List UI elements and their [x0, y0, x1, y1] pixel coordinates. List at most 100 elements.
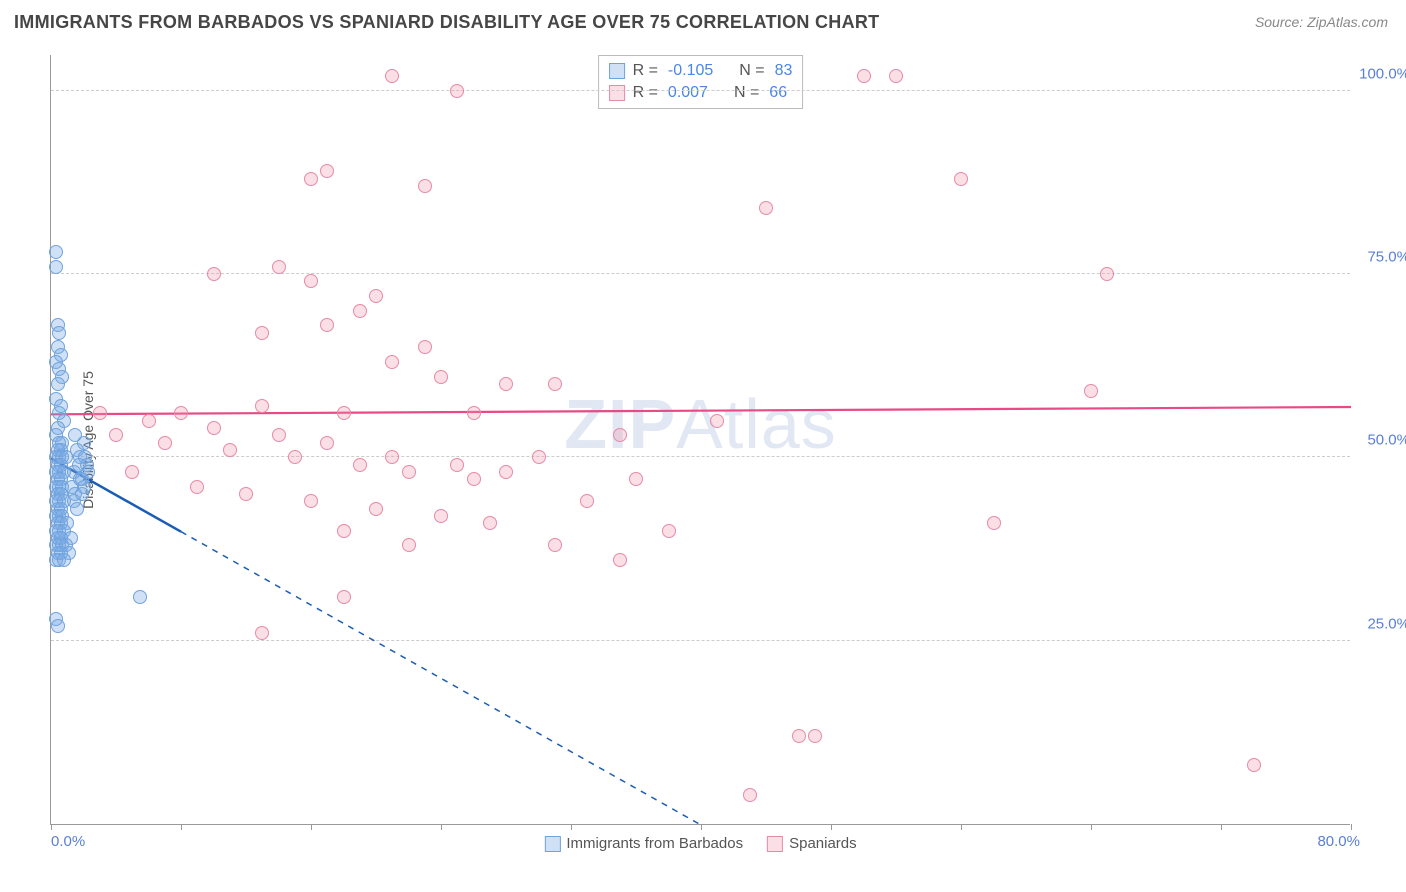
- dot-barbados: [51, 377, 65, 391]
- dot-spaniards: [272, 260, 286, 274]
- dot-spaniards: [710, 414, 724, 428]
- x-tick: [311, 824, 312, 830]
- dot-spaniards: [385, 355, 399, 369]
- series-legend: Immigrants from Barbados Spaniards: [544, 835, 856, 852]
- dot-spaniards: [304, 172, 318, 186]
- dot-spaniards: [255, 399, 269, 413]
- legend-swatch: [544, 836, 560, 852]
- x-tick: [831, 824, 832, 830]
- chart-area: ZIPAtlas Disability Age Over 75 0.0% 80.…: [50, 55, 1350, 825]
- x-tick: [571, 824, 572, 830]
- dot-spaniards: [174, 406, 188, 420]
- trend-lines: [51, 55, 1351, 825]
- dot-spaniards: [207, 267, 221, 281]
- dot-spaniards: [792, 729, 806, 743]
- dot-spaniards: [808, 729, 822, 743]
- dot-spaniards: [288, 450, 302, 464]
- dot-spaniards: [548, 538, 562, 552]
- dot-spaniards: [255, 326, 269, 340]
- dot-spaniards: [158, 436, 172, 450]
- dot-spaniards: [613, 428, 627, 442]
- y-tick-label: 75.0%: [1355, 249, 1406, 266]
- legend-n-label: N =: [739, 62, 764, 80]
- dot-spaniards: [369, 502, 383, 516]
- dot-spaniards: [450, 84, 464, 98]
- dot-spaniards: [759, 201, 773, 215]
- dot-spaniards: [304, 494, 318, 508]
- dot-barbados: [133, 590, 147, 604]
- x-tick: [51, 824, 52, 830]
- dot-spaniards: [954, 172, 968, 186]
- dot-spaniards: [483, 516, 497, 530]
- legend-swatch: [767, 836, 783, 852]
- legend-label: Immigrants from Barbados: [566, 835, 743, 852]
- legend-r-label: R =: [633, 62, 658, 80]
- legend-swatch: [609, 85, 625, 101]
- legend-row: R =-0.105N =83: [609, 60, 793, 82]
- dot-spaniards: [207, 421, 221, 435]
- dot-spaniards: [499, 377, 513, 391]
- dot-spaniards: [580, 494, 594, 508]
- legend-r-value: 0.007: [668, 84, 708, 102]
- dot-spaniards: [434, 370, 448, 384]
- dot-spaniards: [223, 443, 237, 457]
- dot-spaniards: [418, 179, 432, 193]
- x-tick: [1091, 824, 1092, 830]
- dot-spaniards: [353, 458, 367, 472]
- legend-n-value: 66: [769, 84, 787, 102]
- legend-r-label: R =: [633, 84, 658, 102]
- gridline: [51, 640, 1350, 641]
- watermark: ZIPAtlas: [564, 384, 837, 464]
- dot-spaniards: [418, 340, 432, 354]
- dot-spaniards: [857, 69, 871, 83]
- dot-barbados: [52, 326, 66, 340]
- dot-spaniards: [532, 450, 546, 464]
- dot-spaniards: [499, 465, 513, 479]
- dot-spaniards: [125, 465, 139, 479]
- dot-spaniards: [304, 274, 318, 288]
- legend-item: Immigrants from Barbados: [544, 835, 743, 852]
- watermark-bold: ZIP: [564, 385, 676, 463]
- dot-spaniards: [743, 788, 757, 802]
- legend-swatch: [609, 63, 625, 79]
- dot-spaniards: [337, 524, 351, 538]
- y-tick-label: 50.0%: [1355, 432, 1406, 449]
- correlation-legend: R =-0.105N =83R =0.007N =66: [598, 55, 804, 109]
- dot-spaniards: [337, 406, 351, 420]
- dot-barbados: [75, 487, 89, 501]
- dot-spaniards: [548, 377, 562, 391]
- dot-spaniards: [385, 69, 399, 83]
- x-tick: [1221, 824, 1222, 830]
- dot-spaniards: [613, 553, 627, 567]
- dot-spaniards: [402, 538, 416, 552]
- gridline: [51, 456, 1350, 457]
- dot-spaniards: [987, 516, 1001, 530]
- dot-barbados: [49, 245, 63, 259]
- dot-barbados: [49, 260, 63, 274]
- dot-spaniards: [239, 487, 253, 501]
- dot-spaniards: [190, 480, 204, 494]
- dot-spaniards: [434, 509, 448, 523]
- legend-r-value: -0.105: [668, 62, 713, 80]
- legend-n-label: N =: [734, 84, 759, 102]
- dot-spaniards: [255, 626, 269, 640]
- x-tick: [441, 824, 442, 830]
- dot-spaniards: [337, 590, 351, 604]
- y-tick-label: 25.0%: [1355, 615, 1406, 632]
- plot-region: ZIPAtlas Disability Age Over 75 0.0% 80.…: [50, 55, 1350, 825]
- dot-barbados: [70, 502, 84, 516]
- dot-barbados: [51, 619, 65, 633]
- dot-spaniards: [629, 472, 643, 486]
- dot-spaniards: [320, 318, 334, 332]
- x-axis-max-label: 80.0%: [1317, 833, 1360, 850]
- x-tick: [181, 824, 182, 830]
- gridline: [51, 273, 1350, 274]
- chart-title: IMMIGRANTS FROM BARBADOS VS SPANIARD DIS…: [14, 12, 879, 33]
- dot-spaniards: [450, 458, 464, 472]
- dot-spaniards: [889, 69, 903, 83]
- y-tick-label: 100.0%: [1355, 65, 1406, 82]
- dot-spaniards: [320, 436, 334, 450]
- legend-item: Spaniards: [767, 835, 857, 852]
- dot-spaniards: [1100, 267, 1114, 281]
- dot-spaniards: [93, 406, 107, 420]
